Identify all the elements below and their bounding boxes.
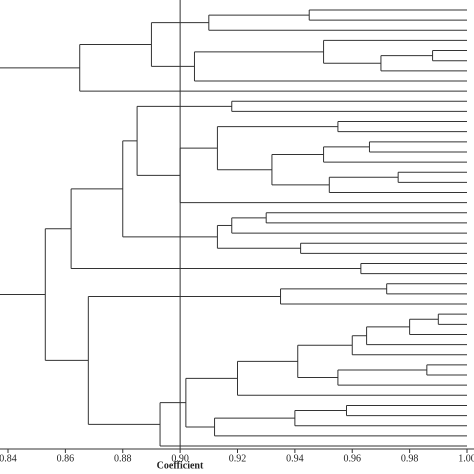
x-tick-label: 0.90 bbox=[171, 453, 189, 464]
x-tick-label: 0.92 bbox=[229, 453, 247, 464]
x-tick-label: 0.96 bbox=[344, 453, 362, 464]
x-axis-label: Coefficient bbox=[157, 460, 204, 471]
x-tick-label: 1.00 bbox=[458, 453, 474, 464]
x-tick-label: 0.84 bbox=[0, 453, 17, 464]
x-tick-label: 0.98 bbox=[401, 453, 419, 464]
x-tick-label: 0.94 bbox=[286, 453, 304, 464]
x-tick-label: 0.86 bbox=[57, 453, 75, 464]
x-tick-label: 0.88 bbox=[114, 453, 132, 464]
